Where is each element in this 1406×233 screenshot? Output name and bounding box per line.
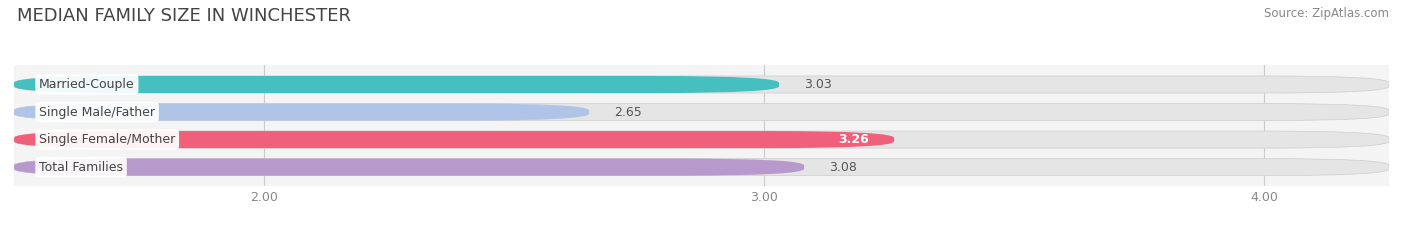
- Text: Single Male/Father: Single Male/Father: [39, 106, 155, 119]
- FancyBboxPatch shape: [14, 131, 894, 148]
- Text: Single Female/Mother: Single Female/Mother: [39, 133, 176, 146]
- Text: 3.26: 3.26: [838, 133, 869, 146]
- FancyBboxPatch shape: [14, 76, 779, 93]
- Text: Source: ZipAtlas.com: Source: ZipAtlas.com: [1264, 7, 1389, 20]
- Text: Total Families: Total Families: [39, 161, 124, 174]
- FancyBboxPatch shape: [14, 131, 1389, 148]
- Text: Married-Couple: Married-Couple: [39, 78, 135, 91]
- FancyBboxPatch shape: [14, 103, 1389, 121]
- FancyBboxPatch shape: [14, 159, 1389, 176]
- FancyBboxPatch shape: [14, 76, 1389, 93]
- Text: MEDIAN FAMILY SIZE IN WINCHESTER: MEDIAN FAMILY SIZE IN WINCHESTER: [17, 7, 352, 25]
- Text: 2.65: 2.65: [614, 106, 643, 119]
- Text: 3.08: 3.08: [830, 161, 858, 174]
- Text: 3.03: 3.03: [804, 78, 832, 91]
- FancyBboxPatch shape: [14, 103, 589, 121]
- FancyBboxPatch shape: [14, 159, 804, 176]
